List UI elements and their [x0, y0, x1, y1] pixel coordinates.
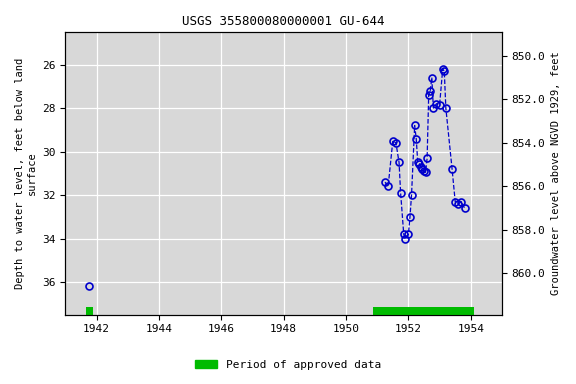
Title: USGS 355800080000001 GU-644: USGS 355800080000001 GU-644 — [183, 15, 385, 28]
Y-axis label: Depth to water level, feet below land
surface: Depth to water level, feet below land su… — [15, 58, 37, 289]
Legend: Period of approved data: Period of approved data — [191, 356, 385, 375]
Y-axis label: Groundwater level above NGVD 1929, feet: Groundwater level above NGVD 1929, feet — [551, 51, 561, 295]
